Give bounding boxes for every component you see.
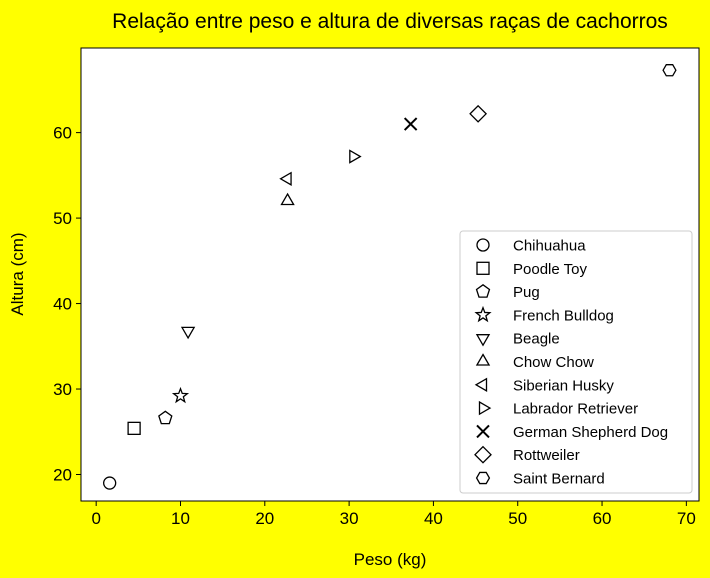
legend-label: Poodle Toy: [513, 261, 587, 278]
legend-label: Siberian Husky: [513, 377, 614, 394]
legend-marker: [474, 377, 488, 392]
legend-marker: [475, 471, 491, 485]
legend-label: Beagle: [513, 331, 560, 348]
legend-marker: [478, 400, 492, 416]
y-tick-label: 20: [53, 466, 72, 485]
x-tick-label: 10: [171, 509, 190, 528]
x-tick-label: 60: [593, 509, 612, 528]
x-axis-label: Peso (kg): [354, 550, 427, 569]
legend-label: Rottweiler: [513, 447, 580, 464]
y-tick-label: 50: [53, 209, 72, 228]
x-tick-label: 20: [255, 509, 274, 528]
x-axis: 0 10 20 30 40 50 60 70: [91, 501, 696, 528]
x-tick-label: 70: [677, 509, 696, 528]
legend-marker: [476, 424, 490, 439]
data-point: [103, 476, 117, 490]
y-axis-label: Altura (cm): [8, 232, 27, 315]
data-point: [171, 386, 190, 404]
data-point: [279, 171, 292, 186]
legend-marker: [474, 305, 492, 323]
legend-label: French Bulldog: [513, 307, 614, 324]
x-tick-label: 50: [508, 509, 527, 528]
y-axis: 20 30 40 50 60: [53, 124, 81, 485]
legend: Chihuahua Poodle Toy Pug French Bulldog Beag…: [459, 230, 693, 494]
legend-label: Chow Chow: [513, 354, 594, 371]
legend-marker: [476, 261, 490, 275]
legend-box: [459, 230, 693, 494]
data-point: [180, 326, 196, 340]
x-tick-label: 40: [424, 509, 443, 528]
legend-label: Chihuahua: [513, 238, 586, 255]
data-point: [469, 104, 488, 123]
data-point: [127, 421, 141, 435]
legend-marker: [476, 238, 490, 252]
y-tick-label: 30: [53, 380, 72, 399]
legend-marker: [475, 353, 491, 366]
data-point: [662, 64, 677, 77]
x-tick-label: 30: [340, 509, 359, 528]
data-point: [280, 192, 295, 206]
legend-label: German Shepherd Dog: [513, 424, 668, 441]
x-tick-label: 0: [91, 509, 100, 528]
legend-marker: [475, 283, 491, 298]
data-point: [349, 149, 362, 164]
chart-title: Relação entre peso e altura de diversas …: [112, 10, 668, 33]
legend-label: Labrador Retriever: [513, 401, 638, 418]
legend-label: Pug: [513, 284, 540, 301]
data-points: [103, 64, 677, 490]
legend-marker: [474, 445, 492, 464]
legend-marker: [475, 334, 491, 347]
y-tick-label: 60: [53, 124, 72, 143]
y-tick-label: 40: [53, 295, 72, 314]
data-point: [158, 410, 173, 425]
data-point: [403, 117, 418, 131]
legend-label: Saint Bernard: [513, 471, 605, 488]
